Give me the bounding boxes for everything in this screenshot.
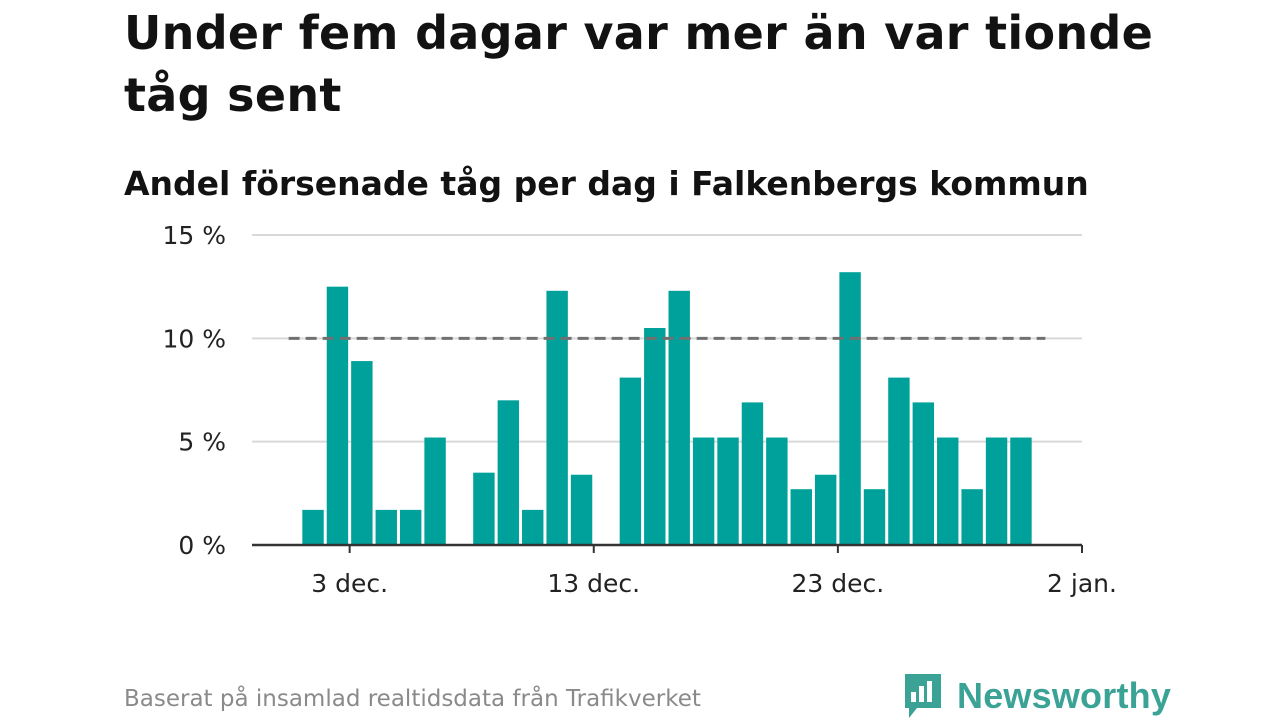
- bar: [399, 509, 422, 545]
- bar: [546, 290, 568, 545]
- bar: [570, 474, 593, 545]
- brand-name: Newsworthy: [957, 675, 1172, 716]
- bar: [863, 489, 886, 545]
- bar: [1010, 437, 1032, 545]
- bar: [717, 437, 739, 545]
- chart-title: Under fem dagar var mer än var tionde tå…: [124, 6, 1154, 122]
- bar: [985, 437, 1008, 545]
- y-tick-label: 0 %: [178, 531, 226, 560]
- bar: [961, 489, 983, 545]
- bar: [766, 437, 788, 545]
- bar: [814, 474, 837, 545]
- chart-subtitle: Andel försenade tåg per dag i Falkenberg…: [124, 164, 1089, 203]
- bar: [790, 489, 812, 545]
- bar: [692, 437, 715, 545]
- bar: [839, 272, 861, 545]
- bar: [473, 472, 495, 545]
- y-tick-label: 15 %: [162, 221, 226, 250]
- axes: 0 % 5 % 10 % 15 % 3 dec. 13 dec. 23 dec. 2 jan.: [162, 221, 1116, 598]
- bar: [888, 377, 910, 545]
- bar: [522, 509, 544, 545]
- bar: [741, 402, 764, 545]
- bar: [375, 509, 397, 545]
- bar: [668, 290, 690, 545]
- bar: [326, 286, 349, 545]
- x-tick-label: 23 dec.: [792, 569, 885, 598]
- source-note: Baserat på insamlad realtidsdata från Tr…: [124, 686, 701, 712]
- bar: [619, 377, 642, 545]
- newsworthy-logo: Newsworthy: [903, 672, 1171, 720]
- x-tick-label: 13 dec.: [547, 569, 640, 598]
- bar: [351, 361, 373, 545]
- y-tick-label: 10 %: [162, 324, 226, 353]
- bar: [644, 328, 666, 545]
- bar: [912, 402, 935, 545]
- newsworthy-chart-bubble-icon: [905, 674, 941, 718]
- x-tick-label: 2 jan.: [1047, 569, 1117, 598]
- bar: [497, 400, 520, 545]
- y-tick-label: 5 %: [178, 428, 226, 457]
- bar: [424, 437, 446, 545]
- bar: [302, 509, 324, 545]
- bar: [937, 437, 959, 545]
- bars: [302, 272, 1032, 545]
- bar-chart: 0 % 5 % 10 % 15 % 3 dec. 13 dec. 23 dec. 2 jan.: [162, 221, 1116, 598]
- x-tick-label: 3 dec.: [311, 569, 388, 598]
